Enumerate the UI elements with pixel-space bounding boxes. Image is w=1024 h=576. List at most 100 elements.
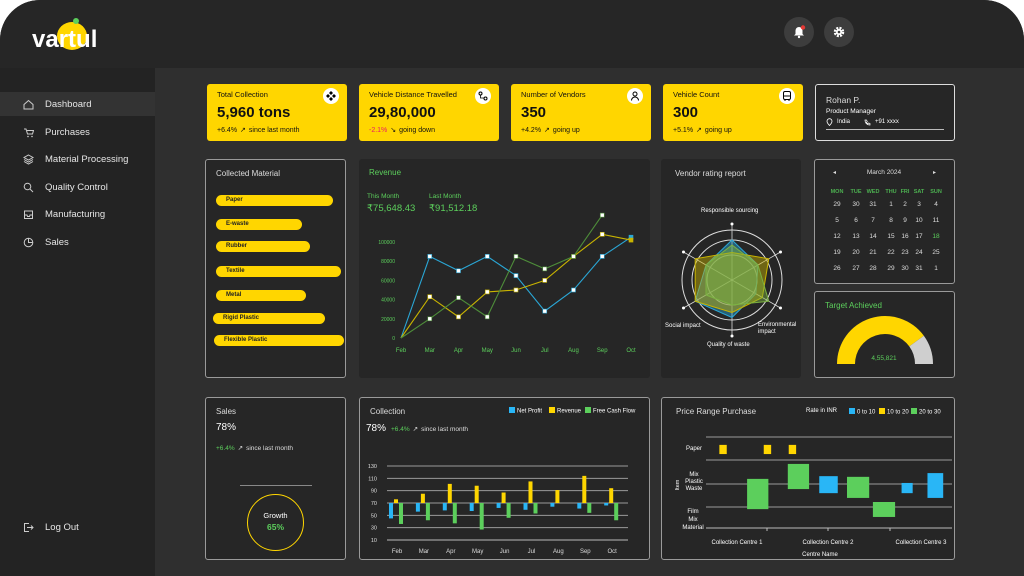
sidebar-item-dashboard[interactable]: Dashboard: [0, 92, 155, 116]
kpi-card[interactable]: Vehicle Distance Travelled 29,80,000 -2.…: [359, 84, 499, 141]
calendar-day[interactable]: 17: [915, 233, 923, 240]
settings-button[interactable]: [824, 17, 854, 47]
material-pill[interactable]: Rigid Plastic: [213, 313, 325, 324]
calendar-day[interactable]: 11: [932, 217, 940, 224]
sales-change: +6.4%: [216, 444, 235, 452]
calendar-day[interactable]: 9: [903, 217, 907, 224]
sales-note: since last month: [246, 444, 294, 452]
x-tick-label: Mar: [425, 348, 435, 354]
sidebar-item-manufacturing[interactable]: Manufacturing: [0, 202, 155, 226]
material-pill[interactable]: Metal: [216, 290, 306, 301]
calendar-day[interactable]: 20: [852, 249, 860, 256]
y-tick-label: 0: [392, 336, 395, 342]
calendar-month: March 2024: [866, 169, 902, 176]
bar-revenue: [394, 499, 398, 503]
calendar-day[interactable]: 6: [854, 217, 858, 224]
prev-month-button[interactable]: ◂: [833, 170, 837, 176]
y-tick-word: Material: [682, 525, 703, 531]
calendar-day[interactable]: 31: [869, 201, 877, 208]
data-point: [484, 289, 490, 295]
material-pill[interactable]: Flexible Plastic: [214, 335, 344, 346]
calendar-day[interactable]: 1: [934, 265, 938, 272]
x-tick-label: Feb: [396, 348, 407, 354]
calendar-day[interactable]: 29: [887, 265, 895, 272]
calendar-day[interactable]: 4: [934, 201, 938, 208]
material-label: E-waste: [226, 221, 249, 227]
svg-text:vartul: vartul: [32, 26, 97, 53]
calendar-day[interactable]: 8: [889, 217, 893, 224]
calendar-day[interactable]: 7: [871, 217, 875, 224]
calendar-day[interactable]: 10: [915, 217, 923, 224]
range-box: [747, 478, 769, 510]
calendar-day[interactable]: 22: [887, 249, 895, 256]
logout-icon: [24, 522, 34, 532]
calendar-day[interactable]: 27: [852, 265, 860, 272]
notifications-button[interactable]: [784, 17, 814, 47]
sidebar-item-sales[interactable]: Sales: [0, 230, 155, 254]
calendar-day[interactable]: 30: [852, 201, 860, 208]
gauge-fill: [837, 316, 924, 364]
calendar-day[interactable]: 24: [915, 249, 923, 256]
material-pill[interactable]: Paper: [216, 195, 333, 206]
this-month-value: ₹75,648.43: [367, 203, 416, 214]
calendar-day[interactable]: 13: [852, 233, 860, 240]
calendar-day[interactable]: 23: [901, 249, 909, 256]
kpi-card[interactable]: Vehicle Count 300 +5.1% ↗ going up: [663, 84, 803, 141]
trend-up-icon: ↗: [544, 127, 550, 134]
logout-label: Log Out: [45, 521, 79, 533]
legend-swatch: [549, 407, 555, 413]
y-tick-word: Mix: [689, 472, 698, 478]
range-box: [819, 476, 838, 494]
y-tick-label: 90: [371, 489, 377, 495]
y-tick-label: 20000: [381, 317, 395, 323]
sidebar-item-material-processing[interactable]: Material Processing: [0, 147, 155, 171]
sidebar-item-label: Sales: [45, 236, 69, 248]
kpi-note: going down: [399, 126, 435, 134]
sidebar: Dashboard Purchases Material Processing …: [0, 68, 155, 576]
material-pill[interactable]: Textile: [216, 266, 341, 277]
collected-material-card: Collected Material Paper E-waste Rubber Tex…: [205, 159, 346, 378]
growth-circle: Growth 65%: [247, 494, 304, 551]
kpi-card[interactable]: Total Collection 5,960 tons +6.4% ↗ since …: [207, 84, 347, 141]
calendar-day[interactable]: 31: [915, 265, 923, 272]
calendar-day[interactable]: 19: [833, 249, 841, 256]
calendar-day[interactable]: 26: [833, 265, 841, 272]
sidebar-item-purchases[interactable]: Purchases: [0, 120, 155, 144]
x-tick-label: Sep: [597, 348, 608, 354]
material-pill[interactable]: E-waste: [216, 219, 302, 230]
calendar-day[interactable]: 3: [917, 201, 921, 208]
material-pill[interactable]: Rubber: [216, 241, 310, 252]
calendar-day[interactable]: 25: [932, 249, 940, 256]
data-point: [599, 254, 605, 259]
calendar-day[interactable]: 29: [833, 201, 841, 208]
calendar-day[interactable]: 30: [901, 265, 909, 272]
card-title: Vendor rating report: [675, 169, 746, 178]
line-series: [400, 233, 632, 339]
calendar-day[interactable]: 18: [932, 233, 940, 240]
logo[interactable]: vartul: [30, 14, 110, 54]
calendar-day[interactable]: 15: [887, 233, 895, 240]
kpi-card[interactable]: Number of Vendors 350 +4.2% ↗ going up: [511, 84, 651, 141]
data-point: [513, 287, 519, 293]
sidebar-item-quality-control[interactable]: Quality Control: [0, 175, 155, 199]
bar-revenue: [555, 490, 560, 503]
logout-button[interactable]: Log Out: [0, 515, 155, 539]
sidebar-item-label: Purchases: [45, 126, 90, 138]
profile-card[interactable]: Rohan P. Product Manager India +91 xxxx: [815, 84, 955, 141]
radar-axis-tip: [682, 306, 686, 310]
search-icon: [23, 182, 34, 192]
calendar-day[interactable]: 2: [903, 201, 907, 208]
next-month-button[interactable]: ▸: [933, 170, 937, 176]
calendar-day[interactable]: 16: [901, 233, 909, 240]
data-point: [571, 254, 576, 259]
legend-swatch: [585, 407, 591, 413]
calendar-day[interactable]: 1: [889, 201, 893, 208]
calendar-day[interactable]: 5: [835, 217, 839, 224]
calendar-day[interactable]: 21: [869, 249, 877, 256]
divider: [826, 129, 944, 130]
calendar-day[interactable]: 28: [869, 265, 877, 272]
trend-up-icon: ↗: [237, 445, 244, 452]
calendar-day[interactable]: 12: [833, 233, 841, 240]
calendar-day[interactable]: 14: [869, 233, 877, 240]
data-point: [542, 278, 548, 283]
